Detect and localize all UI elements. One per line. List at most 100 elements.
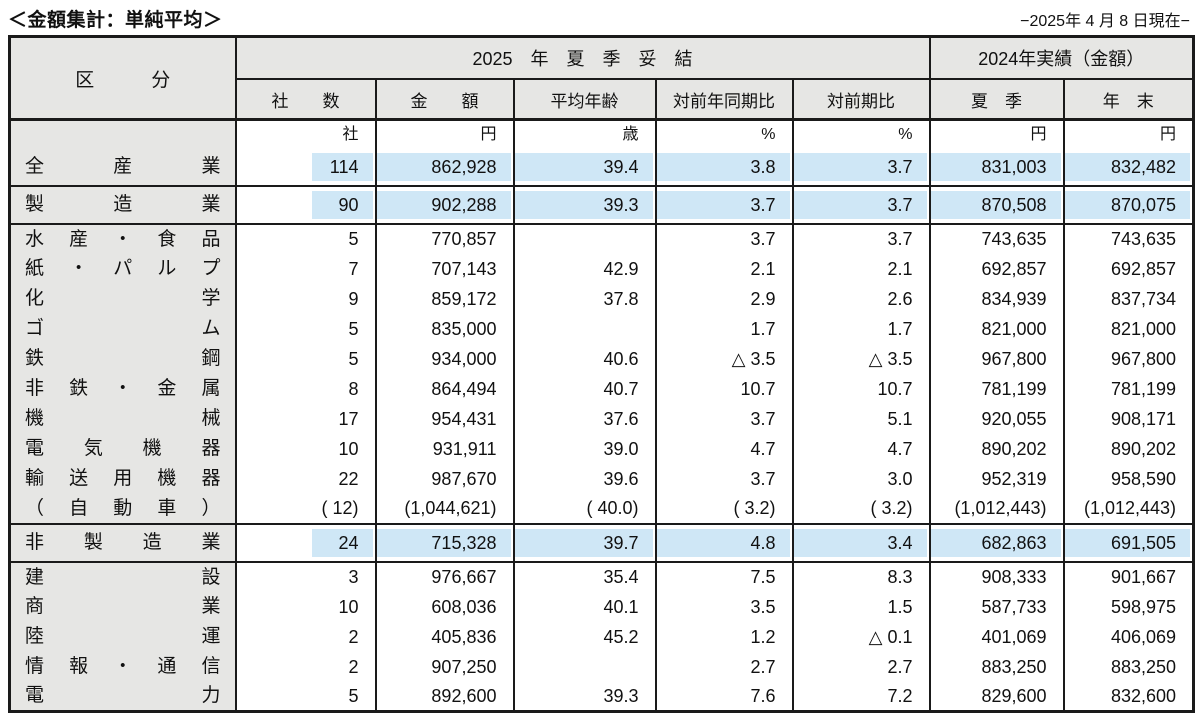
data-cell: 5 xyxy=(234,313,377,344)
data-cell-value: 1.2 xyxy=(750,626,776,647)
row-label: 鉄鋼 xyxy=(8,343,237,374)
data-cell-value: 114 xyxy=(236,152,373,181)
data-cell-value: △ 0.1 xyxy=(868,626,913,647)
data-cell: 10.7 xyxy=(791,373,931,404)
units-row: 社 円 歳%% 円 円 xyxy=(8,119,1195,149)
unit-cell-value: 円 xyxy=(1160,125,1177,143)
data-cell: 3.0 xyxy=(791,463,931,494)
data-cell-value: △ 3.5 xyxy=(731,348,776,369)
data-cell: 40.7 xyxy=(512,373,657,404)
row-label-blank xyxy=(8,119,237,149)
data-cell: (1,012,443) xyxy=(1062,493,1195,524)
row-label-text: 紙・パルプ xyxy=(25,258,221,279)
data-cell: 90 xyxy=(234,185,377,224)
data-cell-value: 3.7 xyxy=(750,229,776,249)
table-row: 紙・パルプ 7 707,143 42.9 2.1 2.1 692,857 692,857 xyxy=(8,253,1195,284)
data-cell-value: 7 xyxy=(348,258,359,279)
data-cell-value: 920,055 xyxy=(981,408,1047,429)
data-cell-value: ( 40.0) xyxy=(586,498,639,518)
row-label-text: 情報・通信 xyxy=(25,656,221,677)
data-cell-value: 781,199 xyxy=(1110,378,1177,399)
data-cell-value: 2.1 xyxy=(887,258,913,279)
row-label: 製造業 xyxy=(8,185,237,224)
data-cell-value: 35.4 xyxy=(603,567,639,587)
table-row: （自動車） ( 12) (1,044,621) ( 40.0) ( 3.2) ( 3.2)… xyxy=(8,493,1195,524)
data-cell: (1,012,443) xyxy=(928,493,1065,524)
data-cell-value: 890,202 xyxy=(1110,438,1177,459)
data-cell: 890,202 xyxy=(928,433,1065,464)
data-cell-value: 2 xyxy=(348,656,359,677)
data-cell: 954,431 xyxy=(374,403,515,434)
data-cell: 406,069 xyxy=(1062,621,1195,652)
data-cell: 608,036 xyxy=(374,591,515,622)
data-cell: 1.2 xyxy=(654,621,794,652)
data-cell: 781,199 xyxy=(928,373,1065,404)
table-row: 情報・通信 2 907,250 2.7 2.7 883,250 883,250 xyxy=(8,651,1195,682)
data-cell: 870,508 xyxy=(928,185,1065,224)
data-cell: 4.7 xyxy=(654,433,794,464)
data-cell: 707,143 xyxy=(374,253,515,284)
data-cell: 3.7 xyxy=(791,185,931,224)
unit-cell-value: 円 xyxy=(480,125,497,143)
data-cell-value: 829,600 xyxy=(981,685,1047,706)
data-cell-value: 901,667 xyxy=(1110,567,1177,587)
data-cell-value: 834,939 xyxy=(981,288,1047,309)
data-cell-value: 22 xyxy=(338,468,359,489)
data-cell: 7.6 xyxy=(654,681,794,712)
data-cell: 862,928 xyxy=(374,148,515,186)
data-cell-value: 831,003 xyxy=(930,152,1061,181)
data-cell: 40.1 xyxy=(512,591,657,622)
row-label: 機械 xyxy=(8,403,237,434)
data-cell: 907,250 xyxy=(374,651,515,682)
data-cell: 1.7 xyxy=(791,313,931,344)
data-cell-value: 781,199 xyxy=(981,378,1047,399)
data-cell-value: 892,600 xyxy=(431,685,497,706)
data-cell-value: 832,482 xyxy=(1064,152,1191,181)
data-cell-value: 837,734 xyxy=(1110,288,1177,309)
data-cell: 7 xyxy=(234,253,377,284)
page-title: ＜金額集計：単純平均＞ xyxy=(8,10,223,31)
data-cell-value: 2 xyxy=(348,626,359,647)
data-cell-value: 2.9 xyxy=(750,288,776,309)
data-cell: 45.2 xyxy=(512,621,657,652)
data-cell: 692,857 xyxy=(928,253,1065,284)
table-header: 区 分 2025 年 夏 季 妥 結 2024年実績（金額） 社 数金 額平均年… xyxy=(8,36,1195,120)
table-row: 製造業 90 902,288 39.3 3.7 3.7 870,508 870,075 xyxy=(8,185,1195,224)
data-cell-value: 3.7 xyxy=(656,190,790,219)
data-cell: 7.2 xyxy=(791,681,931,712)
unit-cell: 円 xyxy=(374,119,515,149)
row-label-text: 電力 xyxy=(25,685,221,707)
data-cell-value: 17 xyxy=(338,408,359,429)
data-cell: 42.9 xyxy=(512,253,657,284)
data-cell: 22 xyxy=(234,463,377,494)
data-cell-value: 2.7 xyxy=(750,656,776,677)
data-cell: 17 xyxy=(234,403,377,434)
row-label: 電力 xyxy=(8,681,237,712)
data-cell-value: 10 xyxy=(338,596,359,617)
data-cell-value: 37.8 xyxy=(603,288,639,309)
data-cell: 3.7 xyxy=(654,185,794,224)
group-header-row: 区 分 2025 年 夏 季 妥 結 2024年実績（金額） xyxy=(8,36,1195,120)
table-row: 水産・食品 5 770,857 3.7 3.7 743,635 743,635 xyxy=(8,223,1195,254)
data-cell: 692,857 xyxy=(1062,253,1195,284)
data-cell-value: 2.6 xyxy=(887,288,913,309)
data-cell-value: 608,036 xyxy=(431,596,497,617)
data-cell-value: 770,857 xyxy=(431,229,497,249)
data-cell: 401,069 xyxy=(928,621,1065,652)
data-cell: 890,202 xyxy=(1062,433,1195,464)
data-cell-value: 405,836 xyxy=(431,626,497,647)
unit-cell: % xyxy=(791,119,931,149)
data-cell-value: 832,600 xyxy=(1110,685,1177,706)
data-cell: 870,075 xyxy=(1062,185,1195,224)
data-cell-value: 908,333 xyxy=(981,567,1047,587)
data-cell-value: 2.1 xyxy=(750,258,776,279)
data-cell: 37.8 xyxy=(512,283,657,314)
data-cell-value: 401,069 xyxy=(981,626,1047,647)
row-label: 情報・通信 xyxy=(8,651,237,682)
data-cell-value: 907,250 xyxy=(431,656,497,677)
row-label-text: 全産業 xyxy=(25,156,221,177)
data-cell-value: 39.0 xyxy=(603,438,639,459)
data-cell-value: (1,012,443) xyxy=(1083,498,1177,518)
data-cell: 7.5 xyxy=(654,561,794,592)
data-cell: 3 xyxy=(234,561,377,592)
